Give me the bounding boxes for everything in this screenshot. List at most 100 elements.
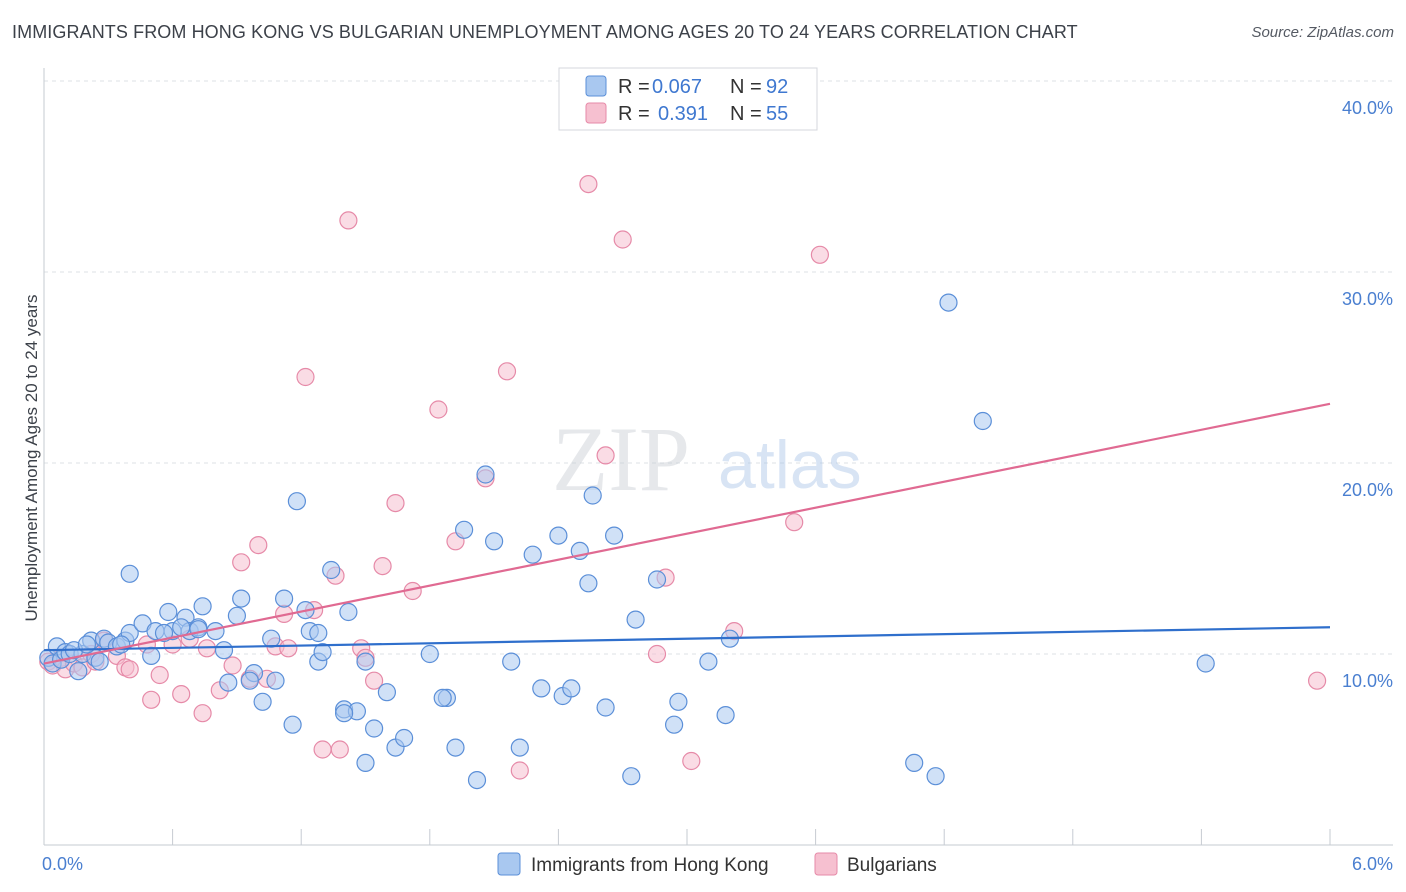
data-point — [455, 520, 474, 539]
legend-r-label-1: R = — [618, 76, 650, 98]
data-point — [613, 230, 632, 249]
data-point — [90, 652, 109, 671]
bottom-legend-swatch-blue — [497, 852, 521, 876]
correlation-legend: R = 0.067 N = 92 R = 0.391 N = 55 — [558, 67, 818, 131]
data-point — [172, 618, 191, 637]
data-point — [669, 692, 688, 711]
data-point — [664, 715, 684, 734]
data-point — [395, 728, 414, 748]
data-point — [502, 652, 521, 671]
data-point — [193, 704, 212, 723]
data-point — [232, 589, 251, 608]
data-point — [356, 652, 375, 671]
data-point — [150, 665, 169, 685]
y-tick-label: 40.0% — [1342, 98, 1393, 118]
data-point — [313, 642, 332, 662]
bottom-legend-swatch-pink — [814, 852, 838, 876]
data-point — [365, 671, 384, 690]
x-tick-label-max: 6.0% — [1352, 854, 1393, 874]
data-point — [699, 652, 718, 671]
data-point — [446, 738, 465, 757]
data-point — [330, 740, 349, 759]
data-point — [189, 620, 208, 639]
legend-swatch-blue — [585, 75, 607, 97]
data-point — [939, 293, 958, 312]
data-point — [296, 367, 315, 387]
data-point — [647, 570, 667, 589]
watermark-zip: ZIP — [552, 408, 690, 510]
data-point — [249, 535, 268, 555]
data-point — [232, 553, 251, 572]
data-point — [497, 362, 517, 381]
y-tick-label: 20.0% — [1342, 480, 1393, 500]
series-hong-kong — [39, 293, 1215, 790]
data-point — [1196, 654, 1215, 673]
data-point — [193, 597, 212, 616]
data-point — [549, 526, 568, 545]
data-point — [154, 623, 174, 643]
axes: 10.0% 20.0% 30.0% 40.0% 0.0% 6.0% — [42, 68, 1393, 874]
data-point — [112, 635, 131, 654]
data-point — [467, 770, 487, 790]
watermark: ZIP atlas — [552, 408, 862, 510]
data-point — [283, 715, 302, 734]
data-point — [973, 411, 992, 431]
data-point — [377, 683, 396, 702]
data-point — [926, 767, 945, 786]
data-point — [339, 211, 358, 230]
data-point — [223, 656, 242, 675]
data-point — [476, 465, 495, 484]
legend-r-value-2: 0.391 — [658, 103, 708, 125]
data-point — [227, 606, 246, 625]
bottom-legend-label-blue: Immigrants from Hong Kong — [531, 855, 769, 876]
data-point — [365, 719, 384, 738]
data-point — [810, 245, 830, 264]
legend-swatch-pink — [585, 102, 607, 124]
data-point — [313, 740, 332, 759]
data-point — [253, 692, 272, 711]
data-point — [647, 644, 667, 664]
data-point — [172, 684, 191, 704]
y-axis-label: Unemployment Among Ages 20 to 24 years — [22, 295, 41, 622]
watermark-atlas: atlas — [718, 427, 862, 503]
data-point — [142, 690, 161, 709]
data-point — [905, 753, 924, 773]
data-point — [596, 698, 615, 717]
bottom-legend-label-pink: Bulgarians — [847, 855, 937, 876]
legend-n-value-2: 55 — [766, 103, 788, 125]
data-point — [142, 646, 161, 666]
data-point — [420, 644, 439, 664]
y-tick-label: 30.0% — [1342, 289, 1393, 309]
data-point — [159, 602, 178, 622]
y-tick-label: 10.0% — [1342, 671, 1393, 691]
chart-title: IMMIGRANTS FROM HONG KONG VS BULGARIAN U… — [12, 22, 1078, 42]
data-point — [356, 753, 375, 773]
trend-lines — [43, 402, 1331, 665]
data-point — [604, 526, 624, 545]
series-legend: Immigrants from Hong Kong Bulgarians — [497, 852, 937, 876]
data-point — [716, 705, 735, 725]
data-point — [626, 610, 645, 629]
legend-r-label-2: R = — [618, 103, 650, 125]
data-point — [429, 400, 448, 419]
legend-r-value-1: 0.067 — [652, 76, 702, 98]
data-point — [523, 545, 542, 564]
data-point — [1307, 671, 1327, 690]
legend-n-label-2: N = — [730, 103, 762, 125]
data-point — [579, 175, 598, 194]
source-label: Source: ZipAtlas.com — [1251, 24, 1394, 41]
trend-line-hong-kong — [43, 626, 1331, 652]
trend-line-bulgarians — [43, 402, 1331, 665]
data-point — [433, 688, 452, 708]
data-point — [69, 662, 88, 681]
data-point — [682, 751, 701, 771]
data-point — [386, 494, 405, 513]
data-point — [262, 629, 281, 648]
data-point — [214, 641, 234, 660]
data-point — [322, 560, 341, 580]
data-point — [335, 704, 354, 723]
data-point — [583, 486, 602, 505]
data-point — [562, 679, 581, 698]
data-point — [279, 639, 298, 658]
